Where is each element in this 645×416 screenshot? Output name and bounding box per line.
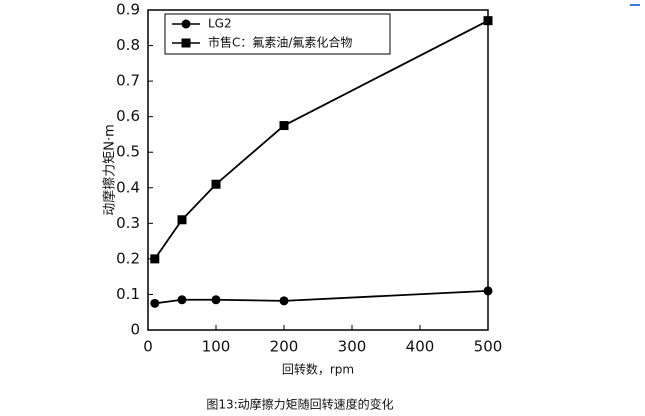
marker xyxy=(211,179,221,189)
marker xyxy=(211,295,221,305)
y-tick-label: 0.5 xyxy=(116,143,140,161)
marker xyxy=(483,16,493,26)
y-tick-label: 0.7 xyxy=(116,72,140,90)
y-tick-label: 0.2 xyxy=(116,249,140,267)
y-axis-label: 动摩擦力矩N·m xyxy=(102,124,118,216)
marker xyxy=(150,298,160,308)
series-line xyxy=(154,289,489,305)
x-tick-label: 500 xyxy=(474,338,503,356)
marker xyxy=(177,215,187,225)
x-tick-label: 300 xyxy=(338,338,367,356)
plot-frame xyxy=(147,9,489,331)
y-tick-label: 0.4 xyxy=(116,178,140,196)
y-tick-label: 0.6 xyxy=(116,107,140,125)
legend-marker xyxy=(181,38,191,48)
marker xyxy=(279,121,289,131)
y-tick-label: 0.1 xyxy=(116,285,140,303)
legend-label: 市售C：氟素油/氟素化合物 xyxy=(208,35,352,50)
legend-label: LG2 xyxy=(208,17,232,31)
y-tick-label: 0.9 xyxy=(116,1,140,19)
x-tick-label: 100 xyxy=(202,338,231,356)
legend xyxy=(164,13,391,55)
corner-mark xyxy=(630,4,640,6)
marker xyxy=(483,286,493,296)
legend-marker xyxy=(181,19,191,29)
marker xyxy=(279,296,289,306)
marker xyxy=(177,295,187,305)
y-tick-label: 0.3 xyxy=(116,214,140,232)
series-line xyxy=(154,19,489,260)
x-axis-label: 回转数，rpm xyxy=(282,362,354,377)
x-tick-label: 400 xyxy=(406,338,435,356)
y-tick-label: 0 xyxy=(130,321,140,339)
x-tick-label: 0 xyxy=(143,338,153,356)
caption: 图13:动摩擦力矩随回转速度的变化 xyxy=(206,397,393,412)
y-tick-label: 0.8 xyxy=(116,36,140,54)
x-tick-label: 200 xyxy=(270,338,299,356)
marker xyxy=(150,254,160,264)
